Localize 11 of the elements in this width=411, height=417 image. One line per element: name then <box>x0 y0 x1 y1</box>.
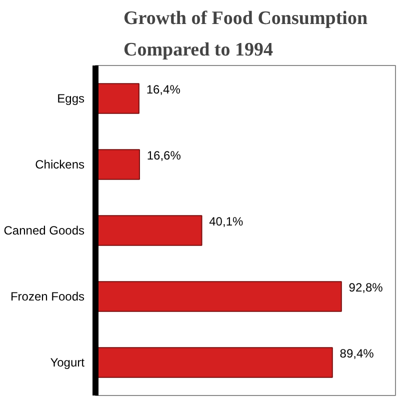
data-label: 40,1% <box>209 214 244 228</box>
y-tick-label: Frozen Foods <box>10 290 85 304</box>
y-tick-label: Yogurt <box>50 356 86 370</box>
y-tick-label: Chickens <box>35 158 85 172</box>
y-tick-label: Eggs <box>57 92 85 106</box>
data-label: 92,8% <box>348 280 384 294</box>
y-tick-label: Canned Goods <box>4 224 85 238</box>
data-label: 16,4% <box>146 82 181 96</box>
data-label: 89,4% <box>340 346 374 360</box>
data-label: 16,6% <box>146 148 182 162</box>
chart-title: Growth of Food Consumption Compared to 1994 <box>123 8 368 60</box>
